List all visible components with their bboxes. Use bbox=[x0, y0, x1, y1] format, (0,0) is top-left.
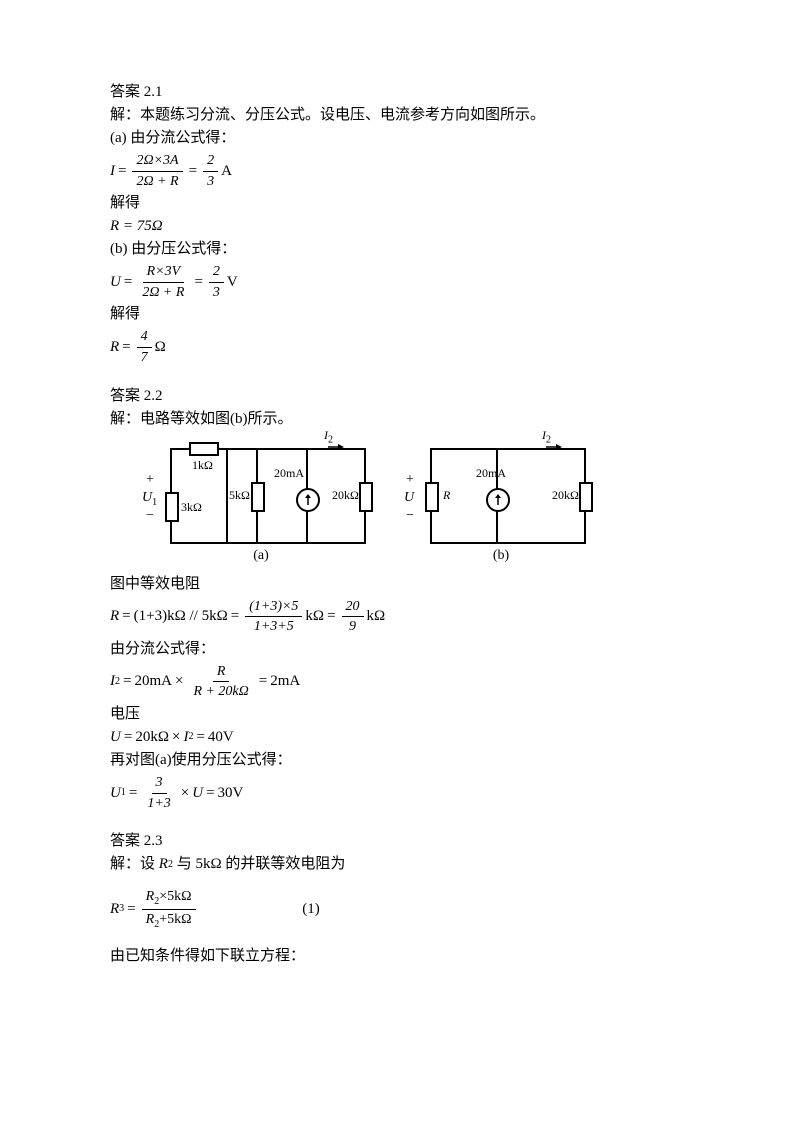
label-u: U bbox=[404, 490, 414, 506]
resistor-3k bbox=[165, 492, 179, 522]
label-u1: U1 bbox=[142, 490, 157, 508]
eq-den: 3 bbox=[209, 283, 224, 303]
eq-unit: Ω bbox=[155, 337, 166, 358]
eq-unit: A bbox=[221, 161, 232, 182]
eq-term: U bbox=[192, 783, 203, 804]
resistor-1k bbox=[189, 442, 219, 456]
eq-den: 2Ω + R bbox=[132, 172, 182, 192]
eq-lhs: U bbox=[110, 272, 121, 293]
label-R: R bbox=[443, 488, 450, 503]
caption-a: (a) bbox=[156, 548, 366, 564]
eq-unit: kΩ bbox=[367, 606, 386, 627]
solve-a-result: R = 75Ω bbox=[110, 216, 740, 237]
label-i2: I2 bbox=[324, 428, 333, 445]
eq-num: R bbox=[213, 662, 230, 683]
equation-u: U = 20kΩ× I2 = 40V bbox=[110, 727, 740, 748]
equation-number: (1) bbox=[302, 899, 320, 920]
label-20ma: 20mA bbox=[274, 466, 304, 481]
label-20ma: 20mA bbox=[476, 466, 506, 481]
resistor-R bbox=[425, 482, 439, 512]
eq-den: 9 bbox=[345, 617, 360, 637]
eq-unit: kΩ bbox=[305, 606, 324, 627]
eq-unit: V bbox=[227, 272, 238, 293]
circuit-diagrams: 1kΩ 3kΩ 5kΩ 20kΩ 20mA I2 + U1 − (a) bbox=[156, 448, 740, 564]
plus-icon: + bbox=[406, 472, 414, 488]
divider-label: 由分流公式得： bbox=[110, 639, 740, 660]
eq-num: 2Ω×3A bbox=[132, 151, 182, 172]
eq-lhs: U bbox=[110, 783, 121, 804]
part-b-label: (b) 由分压公式得： bbox=[110, 239, 740, 260]
eq-lhs: I bbox=[110, 161, 115, 182]
solve-label: 解得 bbox=[110, 304, 740, 325]
eq-den: 7 bbox=[137, 348, 152, 368]
eq-den: 3 bbox=[203, 172, 218, 192]
minus-icon: − bbox=[146, 508, 154, 524]
resistor-5k bbox=[251, 482, 265, 512]
eq-lhs: R bbox=[110, 606, 119, 627]
answer-2-2-intro: 解：电路等效如图(b)所示。 bbox=[110, 409, 740, 430]
equation-u1: U1 = 31+3 × U = 30V bbox=[110, 773, 740, 813]
resistor-20k bbox=[359, 482, 373, 512]
eq-num: 3 bbox=[152, 773, 167, 794]
u1-label: 再对图(a)使用分压公式得： bbox=[110, 750, 740, 771]
eq-lhs: R bbox=[110, 337, 119, 358]
eq-lhs: R bbox=[110, 899, 119, 920]
answer-2-2-title: 答案 2.2 bbox=[110, 386, 740, 407]
voltage-label: 电压 bbox=[110, 704, 740, 725]
eq-sub: 2 bbox=[115, 675, 120, 689]
eq-r-label: 图中等效电阻 bbox=[110, 574, 740, 595]
answer-2-1-intro: 解：本题练习分流、分压公式。设电压、电流参考方向如图所示。 bbox=[110, 105, 740, 126]
caption-b: (b) bbox=[416, 548, 586, 564]
part-a-label: (a) 由分流公式得： bbox=[110, 128, 740, 149]
eq-rhs: 30V bbox=[218, 783, 244, 804]
eq-den: 1+3 bbox=[143, 794, 174, 814]
current-source-icon bbox=[296, 488, 320, 512]
eq-text: (1+3)kΩ // 5kΩ bbox=[134, 606, 228, 627]
eq-num: (1+3)×5 bbox=[245, 597, 302, 618]
label-1k: 1kΩ bbox=[192, 458, 213, 473]
eq-term: 20mA bbox=[134, 671, 172, 692]
equation-r: R = (1+3)kΩ // 5kΩ = (1+3)×51+3+5 kΩ = 2… bbox=[110, 597, 740, 637]
equation-2-1-b: U = R×3V2Ω + R = 23 V bbox=[110, 262, 740, 302]
eq-num: 4 bbox=[137, 327, 152, 348]
label-i2: I2 bbox=[542, 428, 551, 445]
eq-sub: 1 bbox=[121, 786, 126, 800]
solve-b-result: R = 47 Ω bbox=[110, 327, 740, 367]
label-3k: 3kΩ bbox=[181, 500, 202, 515]
label-20k: 20kΩ bbox=[552, 488, 579, 503]
eq-num: 20 bbox=[342, 597, 364, 618]
label-20k: 20kΩ bbox=[332, 488, 359, 503]
eq-den: R + 20kΩ bbox=[189, 682, 252, 702]
eq-num: 2 bbox=[209, 262, 224, 283]
resistor-20k bbox=[579, 482, 593, 512]
eq-den: 2Ω + R bbox=[138, 283, 188, 303]
minus-icon: − bbox=[406, 508, 414, 524]
last-line: 由已知条件得如下联立方程： bbox=[110, 946, 740, 967]
answer-2-3-intro: 解：设 R2 与 5kΩ 的并联等效电阻为 bbox=[110, 854, 740, 875]
equation-r3: R3 = R2×5kΩ R2+5kΩ (1) bbox=[110, 887, 740, 932]
eq-sub: 2 bbox=[188, 730, 193, 744]
current-source-icon bbox=[486, 488, 510, 512]
answer-2-3-title: 答案 2.3 bbox=[110, 831, 740, 852]
eq-sub: 3 bbox=[119, 902, 124, 916]
eq-den: 1+3+5 bbox=[250, 617, 298, 637]
eq-num: R×3V bbox=[143, 262, 185, 283]
eq-rhs: 40V bbox=[208, 727, 234, 748]
circuit-b: R 20kΩ 20mA I2 + U − bbox=[416, 448, 586, 544]
eq-term: 20kΩ bbox=[135, 727, 169, 748]
answer-2-1-title: 答案 2.1 bbox=[110, 82, 740, 103]
eq-lhs: U bbox=[110, 727, 121, 748]
plus-icon: + bbox=[146, 472, 154, 488]
circuit-a: 1kΩ 3kΩ 5kΩ 20kΩ 20mA I2 + U1 − bbox=[156, 448, 366, 544]
equation-i2: I2 = 20mA × RR + 20kΩ = 2mA bbox=[110, 662, 740, 702]
eq-rhs: 2mA bbox=[270, 671, 300, 692]
label-5k: 5kΩ bbox=[229, 488, 250, 503]
equation-2-1-a: I = 2Ω×3A2Ω + R = 23 A bbox=[110, 151, 740, 191]
solve-label: 解得 bbox=[110, 193, 740, 214]
eq-num: 2 bbox=[203, 151, 218, 172]
